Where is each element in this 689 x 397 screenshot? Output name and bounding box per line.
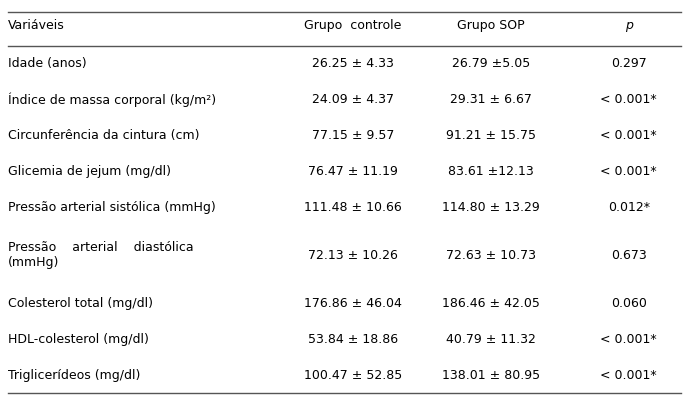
- Text: 83.61 ±12.13: 83.61 ±12.13: [448, 165, 534, 178]
- Text: Colesterol total (mg/dl): Colesterol total (mg/dl): [8, 297, 153, 310]
- Text: 72.13 ± 10.26: 72.13 ± 10.26: [308, 249, 398, 262]
- Text: 0.673: 0.673: [611, 249, 646, 262]
- Text: 72.63 ± 10.73: 72.63 ± 10.73: [446, 249, 536, 262]
- Text: Idade (anos): Idade (anos): [8, 57, 87, 70]
- Text: Variáveis: Variáveis: [8, 19, 65, 32]
- Text: < 0.001*: < 0.001*: [600, 333, 657, 345]
- Text: 0.060: 0.060: [610, 297, 647, 310]
- Text: Triglicerídeos (mg/dl): Triglicerídeos (mg/dl): [8, 368, 141, 382]
- Text: 24.09 ± 4.37: 24.09 ± 4.37: [312, 93, 394, 106]
- Text: 111.48 ± 10.66: 111.48 ± 10.66: [305, 201, 402, 214]
- Text: Pressão    arterial    diastólica
(mmHg): Pressão arterial diastólica (mmHg): [8, 241, 194, 269]
- Text: 29.31 ± 6.67: 29.31 ± 6.67: [450, 93, 532, 106]
- Text: 138.01 ± 80.95: 138.01 ± 80.95: [442, 368, 540, 382]
- Text: < 0.001*: < 0.001*: [600, 368, 657, 382]
- Text: 0.012*: 0.012*: [608, 201, 650, 214]
- Text: 186.46 ± 42.05: 186.46 ± 42.05: [442, 297, 540, 310]
- Text: Grupo SOP: Grupo SOP: [457, 19, 525, 32]
- Text: Pressão arterial sistólica (mmHg): Pressão arterial sistólica (mmHg): [8, 201, 216, 214]
- Text: Circunferência da cintura (cm): Circunferência da cintura (cm): [8, 129, 200, 142]
- Text: 40.79 ± 11.32: 40.79 ± 11.32: [446, 333, 536, 345]
- Text: < 0.001*: < 0.001*: [600, 129, 657, 142]
- Text: 76.47 ± 11.19: 76.47 ± 11.19: [308, 165, 398, 178]
- Text: p: p: [625, 19, 633, 32]
- Text: 100.47 ± 52.85: 100.47 ± 52.85: [304, 368, 402, 382]
- Text: 77.15 ± 9.57: 77.15 ± 9.57: [312, 129, 394, 142]
- Text: 26.79 ±5.05: 26.79 ±5.05: [452, 57, 530, 70]
- Text: 26.25 ± 4.33: 26.25 ± 4.33: [312, 57, 394, 70]
- Text: < 0.001*: < 0.001*: [600, 165, 657, 178]
- Text: Grupo  controle: Grupo controle: [305, 19, 402, 32]
- Text: 53.84 ± 18.86: 53.84 ± 18.86: [308, 333, 398, 345]
- Text: 176.86 ± 46.04: 176.86 ± 46.04: [304, 297, 402, 310]
- Text: Glicemia de jejum (mg/dl): Glicemia de jejum (mg/dl): [8, 165, 172, 178]
- Text: 91.21 ± 15.75: 91.21 ± 15.75: [446, 129, 536, 142]
- Text: 0.297: 0.297: [611, 57, 646, 70]
- Text: Índice de massa corporal (kg/m²): Índice de massa corporal (kg/m²): [8, 93, 216, 107]
- Text: 114.80 ± 13.29: 114.80 ± 13.29: [442, 201, 539, 214]
- Text: < 0.001*: < 0.001*: [600, 93, 657, 106]
- Text: HDL-colesterol (mg/dl): HDL-colesterol (mg/dl): [8, 333, 149, 345]
